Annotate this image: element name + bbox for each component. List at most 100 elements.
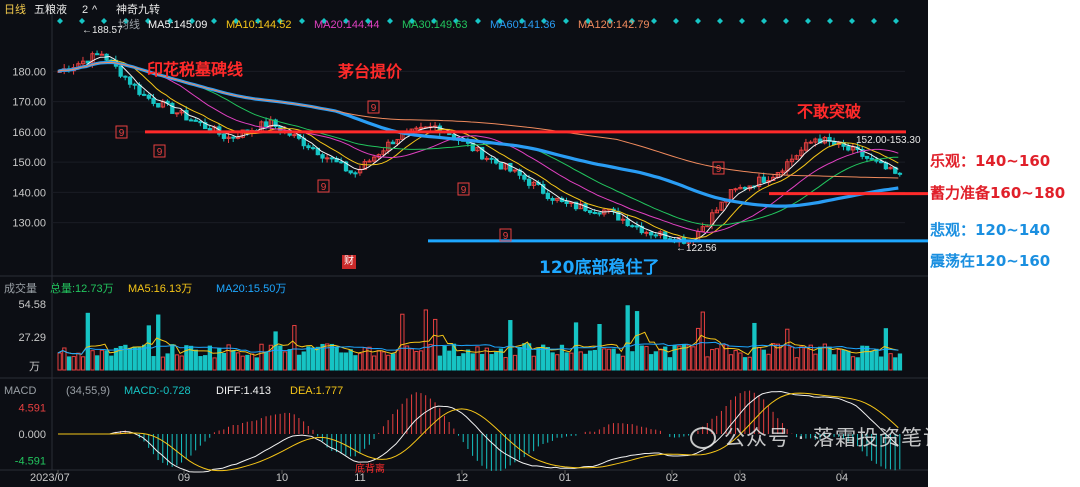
candle-body — [850, 146, 856, 151]
volume-bar — [508, 320, 513, 371]
candle-body — [526, 178, 532, 186]
candle-body — [235, 136, 241, 139]
volume-bar — [320, 343, 325, 371]
candle-body — [625, 218, 630, 227]
ma120-line — [57, 61, 899, 179]
volume-bar — [498, 348, 504, 371]
candle-body — [240, 129, 245, 138]
candle-body — [343, 161, 349, 172]
volume-bar — [634, 311, 640, 371]
candle-body — [118, 65, 123, 77]
volume-bar — [184, 345, 189, 371]
chevron-up-icon[interactable]: ^ — [92, 4, 98, 16]
volume-bar — [254, 357, 259, 371]
signal-diamond — [277, 18, 283, 24]
diff-value: DIFF:1.413 — [216, 385, 272, 397]
divergence-label: 底背离 — [355, 464, 385, 475]
volume-bar — [428, 343, 433, 371]
volume-bar — [325, 343, 330, 371]
volume-bar — [771, 343, 776, 371]
candle-body — [386, 141, 391, 152]
volume-bar — [808, 344, 813, 371]
period-label[interactable]: 日线 — [4, 4, 26, 16]
signal-diamond — [167, 18, 173, 24]
x-tick-label: 03 — [734, 472, 746, 484]
side-note-pessimistic: 悲观：120~140 — [930, 221, 1051, 239]
candle-body — [320, 154, 325, 159]
volume-bar — [653, 351, 658, 371]
x-tick-label: 01 — [559, 472, 571, 484]
volume-bar — [592, 349, 597, 371]
candle-body — [649, 231, 654, 236]
main-ytick-label: 150.00 — [12, 157, 46, 169]
volume-bar — [578, 351, 583, 371]
candle-body — [264, 121, 269, 127]
volume-unit-label: 万 — [29, 361, 40, 373]
nine-count-box — [457, 182, 470, 196]
chart-panel[interactable]: 130.00 140.00 150.00 160.00 170.00 180.00 2023… — [0, 0, 928, 487]
volume-bar — [306, 346, 311, 371]
volume-bar — [376, 350, 382, 371]
volume-bar — [188, 345, 194, 371]
candle-body — [188, 119, 194, 122]
volume-bar — [414, 350, 419, 371]
nine-count-label: 9 — [321, 182, 327, 193]
volume-bar — [756, 346, 762, 371]
candle-body — [573, 201, 579, 210]
volume-bar — [156, 314, 161, 371]
volume-bar — [118, 346, 123, 371]
volume-ma20-line — [57, 341, 899, 355]
volume-bar — [231, 349, 236, 371]
candle-body — [531, 181, 536, 186]
candle-body — [630, 225, 635, 228]
volume-bar — [818, 346, 823, 371]
volume-bar — [418, 350, 424, 371]
candle-body — [484, 157, 489, 160]
volume-bar — [677, 345, 682, 371]
volume-bar — [315, 346, 320, 371]
signal-diamond — [343, 18, 349, 24]
volume-bar — [700, 311, 705, 371]
indicator-name[interactable]: 神奇九转 — [116, 4, 160, 16]
candle-body — [714, 209, 720, 214]
candle-body — [184, 110, 189, 121]
ma-legend-item-0: MA5:145.09 — [148, 19, 208, 31]
signal-diamond — [871, 18, 877, 24]
signal-diamond — [255, 18, 261, 24]
candle-body — [846, 145, 851, 151]
volume-bar — [522, 343, 527, 371]
volume-bar — [404, 345, 410, 371]
volume-bar — [259, 343, 264, 371]
candle-body — [761, 176, 766, 183]
signal-diamond — [695, 18, 701, 24]
volume-bar — [846, 350, 851, 371]
volume-bar — [85, 312, 90, 371]
stamp-tax-annotation: 印花税墓碑线 — [147, 60, 244, 79]
nine-count-label: 9 — [503, 231, 509, 242]
volume-bar — [343, 352, 349, 371]
stock-chart-svg[interactable]: 130.00 140.00 150.00 160.00 170.00 180.00 2023… — [0, 0, 928, 487]
volume-bar — [738, 352, 743, 371]
volume-bar — [494, 352, 499, 371]
signal-diamond — [387, 18, 393, 24]
volume-bar — [437, 355, 443, 371]
volume-bar — [616, 353, 621, 371]
volume-bar — [855, 357, 860, 371]
candle-body — [367, 160, 372, 163]
candle-body — [512, 169, 518, 172]
candle-body — [372, 156, 377, 162]
volume-bar — [569, 352, 574, 371]
volume-bar — [278, 345, 283, 371]
volume-bar — [62, 347, 67, 371]
candle-body — [508, 162, 513, 172]
watermark-text: 公众号 · 落霜投资笔记 — [724, 426, 928, 450]
volume-bar — [822, 343, 827, 371]
volume-bar — [240, 355, 245, 371]
macd-value: MACD:-0.728 — [124, 385, 191, 397]
volume-bar — [66, 356, 72, 371]
volume-bar — [602, 348, 607, 371]
cai-badge[interactable]: 财 — [342, 255, 356, 269]
volume-bar — [733, 350, 738, 371]
signal-diamond — [101, 18, 107, 24]
volume-bar — [879, 356, 884, 371]
